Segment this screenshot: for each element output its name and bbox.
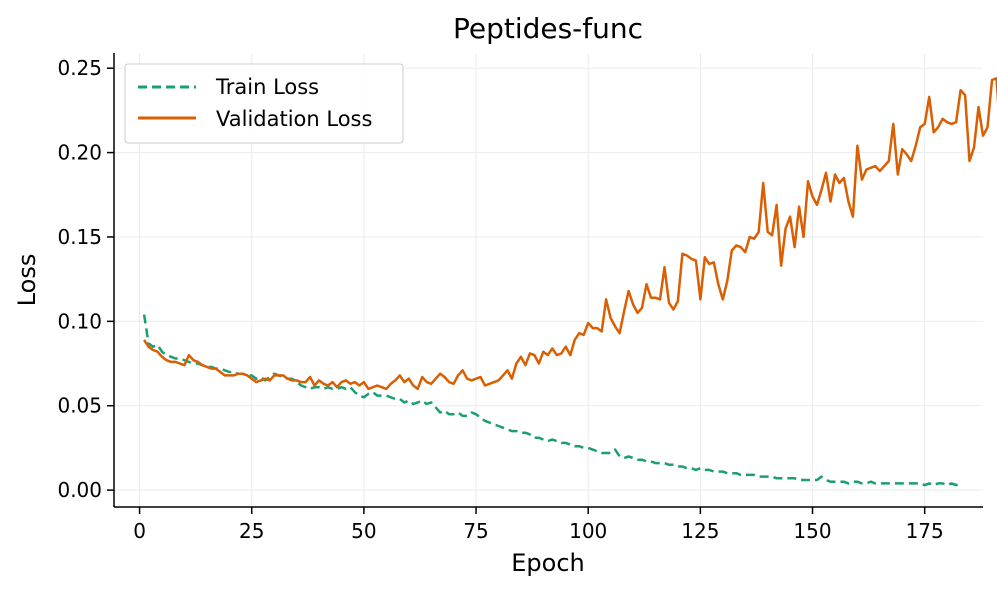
y-tick-label: 0.00 (57, 478, 102, 502)
x-ticks: 0 25 50 75 100 125 150 175 (133, 507, 944, 543)
grid (114, 53, 983, 507)
y-tick-label: 0.15 (57, 225, 102, 249)
x-tick-label: 25 (239, 519, 264, 543)
y-tick-label: 0.05 (57, 394, 102, 418)
y-tick-label: 0.25 (57, 56, 102, 80)
x-axis-label: Epoch (511, 549, 585, 577)
legend-label-train: Train Loss (215, 75, 319, 99)
series-line-train-loss (142, 314, 962, 487)
chart-title: Peptides-func (453, 12, 643, 45)
legend-label-validation: Validation Loss (216, 107, 372, 131)
axes (113, 53, 983, 508)
x-tick-label: 0 (133, 519, 146, 543)
series-line-validation-loss (143, 77, 997, 391)
x-tick-label: 150 (793, 519, 831, 543)
x-tick-label: 100 (569, 519, 607, 543)
y-axis-label: Loss (13, 254, 41, 307)
x-tick-label: 75 (463, 519, 488, 543)
y-tick-label: 0.20 (57, 141, 102, 165)
legend: Train Loss Validation Loss (124, 63, 404, 144)
y-tick-label: 0.10 (57, 309, 102, 333)
x-tick-label: 175 (906, 519, 944, 543)
series-layer (142, 77, 997, 487)
legend-frame (124, 63, 404, 144)
x-tick-label: 125 (681, 519, 719, 543)
y-ticks: 0.00 0.05 0.10 0.15 0.20 0.25 (57, 56, 114, 502)
x-tick-label: 50 (351, 519, 376, 543)
